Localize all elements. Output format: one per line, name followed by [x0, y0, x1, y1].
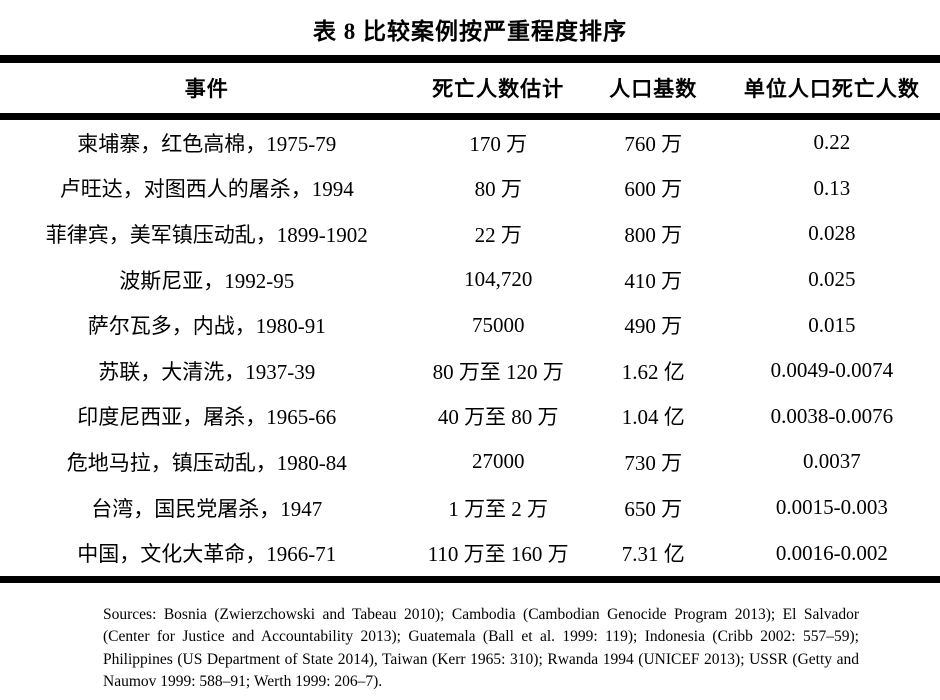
table-title: 表 8 比较案例按严重程度排序 — [313, 19, 627, 44]
population-base-cell: 490 万 — [624, 314, 683, 339]
death-estimate-cell: 80 万 — [474, 177, 522, 202]
population-base-cell: 760 万 — [624, 131, 683, 156]
per-capita-cell: 0.0016-0.002 — [775, 540, 888, 565]
event-cell: 印度尼西亚，屠杀，1965-66 — [77, 405, 337, 430]
per-capita-cell: 0.015 — [808, 312, 856, 337]
col-header-death-estimate: 死亡人数估计 — [413, 59, 583, 120]
death-estimate-cell: 22 万 — [474, 222, 522, 247]
population-base-cell: 600 万 — [624, 177, 683, 202]
death-estimate-cell: 40 万至 80 万 — [437, 405, 559, 430]
per-capita-cell: 0.0015-0.003 — [775, 495, 888, 520]
col-header-event: 事件 — [0, 59, 414, 120]
death-estimate-cell: 75000 — [471, 312, 525, 337]
per-capita-cell: 0.0038-0.0076 — [770, 403, 894, 428]
table-row: 苏联，大清洗，1937-39 80 万至 120 万 1.62 亿 0.0049-0.… — [0, 348, 940, 394]
table-row: 中国，文化大革命，1966-71 110 万至 160 万 7.31 亿 0.0016… — [0, 530, 940, 579]
col-header-deaths-per-capita: 单位人口死亡人数 — [723, 59, 940, 120]
per-capita-cell: 0.0037 — [803, 449, 861, 474]
event-cell: 菲律宾，美军镇压动乱，1899-1902 — [45, 222, 368, 247]
death-estimate-cell: 170 万 — [469, 131, 528, 156]
event-cell: 台湾，国民党屠杀，1947 — [91, 496, 323, 521]
population-base-cell: 730 万 — [624, 450, 683, 475]
population-base-cell: 1.62 亿 — [621, 359, 685, 384]
severity-table: 事件 死亡人数估计 人口基数 单位人口死亡人数 柬埔寨，红色高棉，1975-79… — [0, 55, 940, 583]
per-capita-cell: 0.13 — [813, 175, 851, 200]
col-header-population-base: 人口基数 — [582, 59, 724, 120]
population-base-cell: 650 万 — [624, 496, 683, 521]
table-body: 柬埔寨，红色高棉，1975-79 170 万 760 万 0.22 卢旺达，对图西人的屠… — [0, 117, 940, 580]
table-row: 波斯尼亚，1992-95 104,720 410 万 0.025 — [0, 257, 940, 303]
per-capita-cell: 0.22 — [813, 130, 851, 155]
event-cell: 波斯尼亚，1992-95 — [119, 268, 295, 293]
death-estimate-cell: 27000 — [471, 449, 525, 474]
death-estimate-cell: 1 万至 2 万 — [448, 496, 549, 521]
table-row: 危地马拉，镇压动乱，1980-84 27000 730 万 0.0037 — [0, 439, 940, 485]
death-estimate-cell: 110 万至 160 万 — [427, 542, 569, 567]
per-capita-cell: 0.0049-0.0074 — [770, 358, 894, 383]
table-row: 印度尼西亚，屠杀，1965-66 40 万至 80 万 1.04 亿 0.0038-0… — [0, 394, 940, 440]
event-cell: 萨尔瓦多，内战，1980-91 — [87, 314, 326, 339]
death-estimate-cell: 80 万至 120 万 — [432, 359, 564, 384]
table-row: 菲律宾，美军镇压动乱，1899-1902 22 万 800 万 0.028 — [0, 211, 940, 257]
table-row: 卢旺达，对图西人的屠杀，1994 80 万 600 万 0.13 — [0, 166, 940, 212]
event-cell: 苏联，大清洗，1937-39 — [98, 359, 316, 384]
event-cell: 危地马拉，镇压动乱，1980-84 — [66, 450, 347, 475]
population-base-cell: 800 万 — [624, 222, 683, 247]
per-capita-cell: 0.028 — [808, 221, 856, 246]
table-row: 台湾，国民党屠杀，1947 1 万至 2 万 650 万 0.0015-0.003 — [0, 485, 940, 531]
header-row: 事件 死亡人数估计 人口基数 单位人口死亡人数 — [0, 59, 940, 120]
sources-note: Sources: Bosnia (Zwierzchowski and Tabea… — [103, 605, 859, 690]
population-base-cell: 1.04 亿 — [621, 405, 685, 430]
table-row: 萨尔瓦多，内战，1980-91 75000 490 万 0.015 — [0, 302, 940, 348]
event-cell: 卢旺达，对图西人的屠杀，1994 — [59, 177, 354, 202]
death-estimate-cell: 104,720 — [464, 267, 533, 292]
population-base-cell: 410 万 — [624, 268, 683, 293]
population-base-cell: 7.31 亿 — [621, 542, 685, 567]
per-capita-cell: 0.025 — [808, 267, 856, 292]
event-cell: 柬埔寨，红色高棉，1975-79 — [77, 131, 337, 156]
table-row: 柬埔寨，红色高棉，1975-79 170 万 760 万 0.22 — [0, 117, 940, 166]
event-cell: 中国，文化大革命，1966-71 — [77, 542, 337, 567]
